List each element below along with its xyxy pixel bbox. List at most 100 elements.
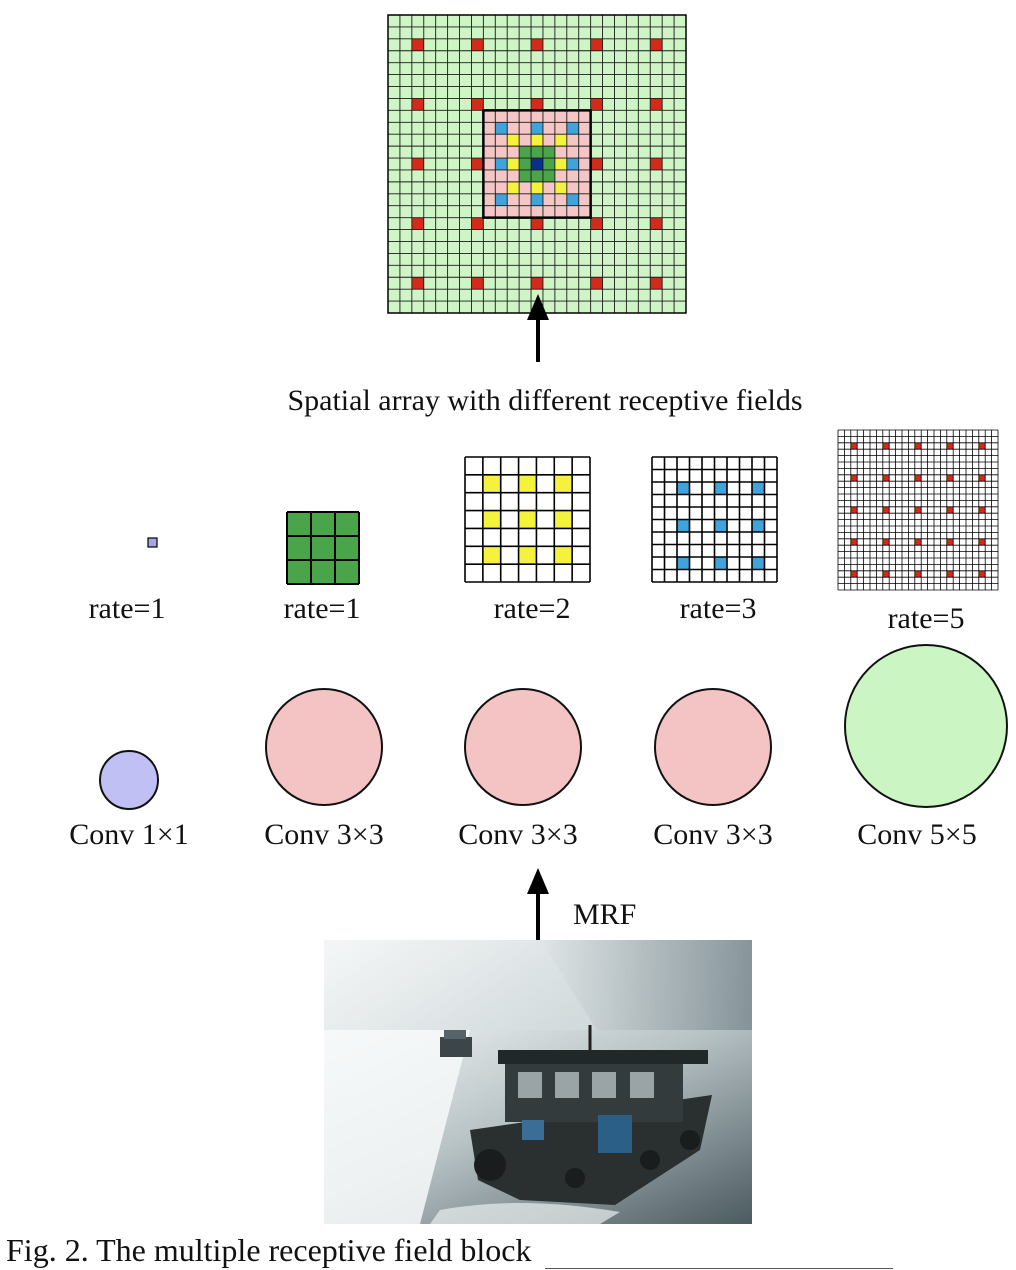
sample-cell (978, 506, 986, 514)
sample-cell (482, 546, 501, 565)
sample-cell (946, 506, 954, 514)
red-sample-cell (531, 217, 543, 230)
sample-cell (677, 519, 690, 532)
red-sample-cell (531, 38, 543, 51)
kernel-rate-3-grid (651, 456, 778, 583)
kernel-green-cell (335, 560, 359, 584)
caption-rule (545, 1268, 893, 1269)
kernel-green-cell (311, 536, 335, 560)
conv-circle-1 (99, 750, 159, 810)
red-sample-cell (471, 158, 484, 170)
up-arrow-top (527, 294, 549, 362)
boat-photo (324, 940, 752, 1224)
sample-cell (914, 570, 922, 578)
yellow-sample-cell (531, 181, 543, 194)
sample-cell (882, 570, 890, 578)
sample-cell (554, 474, 573, 493)
sample-cell (554, 510, 573, 529)
rate-label-branch-3: rate=2 (493, 592, 571, 625)
red-sample-cell (411, 38, 424, 51)
yellow-sample-cell (554, 181, 567, 194)
conv-label-branch-2: Conv 3×3 (264, 818, 384, 851)
dilation-kernel-grids (147, 429, 999, 591)
conv-label-branch-1: Conv 1×1 (69, 818, 189, 851)
sample-cell (482, 474, 501, 493)
yellow-sample-cell (554, 134, 567, 147)
spatial-array-label: Spatial array with different receptive f… (287, 384, 803, 417)
kernel-rate-5-grid (837, 429, 999, 591)
kernel-green-cell (335, 536, 359, 560)
red-sample-cell (471, 277, 484, 290)
kernel-green-cell (335, 512, 359, 536)
blue-sample-cell (495, 122, 508, 135)
sample-cell (946, 570, 954, 578)
red-sample-cell (590, 277, 603, 290)
sample-cell (978, 570, 986, 578)
kernel-rate-2-grid (464, 456, 591, 583)
conv-circles (99, 644, 1008, 810)
sample-cell (850, 442, 858, 450)
sample-cell (850, 570, 858, 578)
inner-region-border (482, 109, 592, 219)
red-sample-cell (590, 158, 603, 170)
sample-cell (518, 510, 537, 529)
sample-cell (677, 557, 690, 570)
red-sample-cell (531, 277, 543, 290)
sample-cell (752, 557, 765, 570)
sample-cell (946, 474, 954, 482)
green-center-cell (519, 158, 532, 170)
green-center-cell (519, 169, 532, 182)
green-center-cell (542, 169, 555, 182)
conv-label-branch-3: Conv 3×3 (458, 818, 578, 851)
mrf-label: MRF (573, 898, 637, 931)
center-cell (531, 158, 543, 170)
conv-circle-5 (844, 644, 1008, 808)
sample-cell (882, 442, 890, 450)
red-sample-cell (650, 217, 663, 230)
red-sample-cell (411, 277, 424, 290)
sample-cell (882, 538, 890, 546)
sample-cell (978, 474, 986, 482)
sample-cell (978, 442, 986, 450)
green-center-cell (531, 169, 543, 182)
sample-cell (554, 546, 573, 565)
kernel-green-cell (311, 512, 335, 536)
red-sample-cell (590, 217, 603, 230)
blue-sample-cell (531, 193, 543, 206)
kernel-green-cell (287, 536, 311, 560)
sample-cell (850, 506, 858, 514)
red-sample-cell (650, 158, 663, 170)
sample-cell (978, 538, 986, 546)
red-sample-cell (411, 217, 424, 230)
red-sample-cell (531, 98, 543, 111)
kernel-1x1-cell (147, 537, 158, 548)
sample-cell (882, 506, 890, 514)
conv-circle-4 (654, 688, 772, 806)
red-sample-cell (590, 98, 603, 111)
conv-label-branch-5: Conv 5×5 (857, 818, 977, 851)
green-center-cell (531, 146, 543, 159)
up-arrow-mrf (527, 868, 549, 940)
blue-sample-cell (495, 193, 508, 206)
kernel-green-cell (287, 560, 311, 584)
green-center-cell (519, 146, 532, 159)
conv-label-branch-4: Conv 3×3 (653, 818, 773, 851)
green-center-cell (542, 158, 555, 170)
red-sample-cell (650, 38, 663, 51)
sample-cell (752, 482, 765, 495)
rate-label-branch-5: rate=5 (887, 602, 965, 635)
spatial-array-grid (387, 14, 687, 314)
sample-cell (714, 557, 727, 570)
sample-cell (914, 506, 922, 514)
conv-circle-2 (265, 688, 383, 806)
rate-label-branch-4: rate=3 (679, 592, 757, 625)
sample-cell (946, 442, 954, 450)
kernel-green-cell (311, 560, 335, 584)
red-sample-cell (471, 38, 484, 51)
sample-cell (752, 519, 765, 532)
blue-sample-cell (531, 122, 543, 135)
red-sample-cell (471, 217, 484, 230)
kernel-green-cell (287, 512, 311, 536)
red-sample-cell (471, 98, 484, 111)
